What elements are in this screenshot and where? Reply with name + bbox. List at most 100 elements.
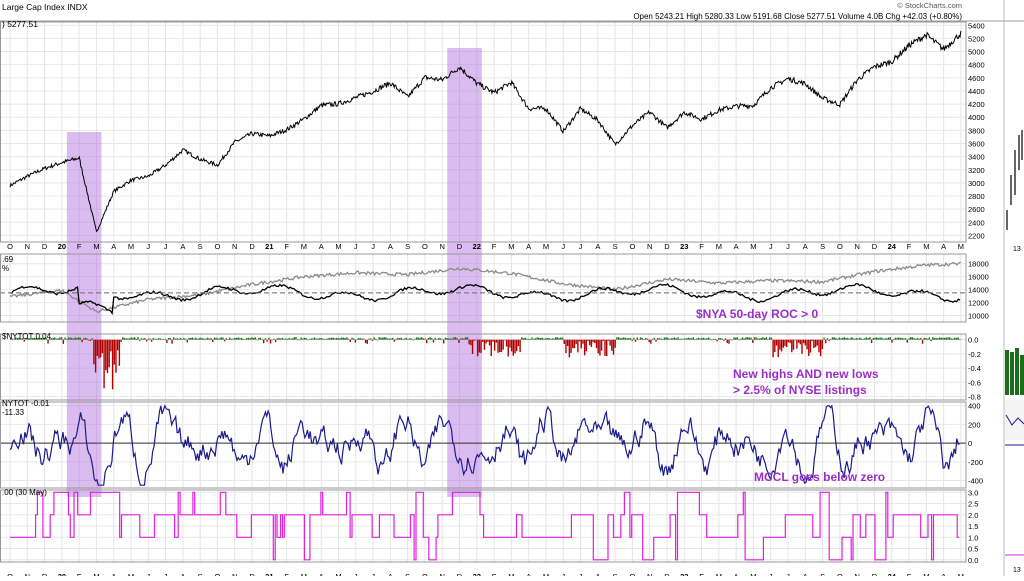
hilo-bar [410, 338, 413, 340]
hilo-bar [315, 338, 318, 340]
x-axis-top-label: J [786, 242, 790, 251]
x-axis-top-label: 23 [680, 242, 688, 251]
x-axis-bottom-label: 24 [888, 572, 897, 576]
hilo-bar [123, 337, 126, 340]
hilo-bar [259, 337, 262, 340]
hilo-bar [400, 337, 402, 340]
hilo-bar [957, 337, 959, 340]
x-axis-bottom-label: D [42, 572, 48, 576]
hilo-bar [493, 339, 496, 351]
hilo-bar [685, 338, 688, 340]
hilo-bar [746, 337, 749, 340]
hilo-bar [103, 339, 105, 389]
hilo-bar [261, 338, 263, 340]
highlight-region [66, 132, 102, 497]
hilo-bar [488, 339, 491, 346]
hilo-bar [470, 339, 472, 346]
hilo-bar [639, 337, 642, 340]
hilo-bar [765, 337, 768, 340]
price-tick: 3200 [968, 166, 985, 175]
hilo-bar [322, 338, 324, 340]
hilo-bar [724, 338, 727, 340]
hilo-bar [629, 338, 632, 340]
hilo-bar [83, 338, 85, 340]
hilo-bar [88, 339, 90, 341]
hilo-bar [376, 339, 379, 341]
hilo-bar [689, 338, 691, 340]
x-axis-top-label: S [198, 242, 203, 251]
hilo-bar [612, 339, 615, 355]
hilo-bar [196, 338, 199, 340]
hilo-bar [499, 339, 501, 352]
x-axis-bottom-label: J [354, 572, 358, 576]
x-axis-top-label: M [508, 242, 514, 251]
x-axis-bottom-label: S [613, 572, 618, 576]
hilo-bar [864, 338, 866, 340]
hilo-bar [454, 337, 457, 340]
breadth-tick: 10000 [968, 312, 989, 321]
hilo-bar [668, 338, 671, 340]
hilo-bar [295, 337, 297, 340]
x-axis-top-label: D [249, 242, 255, 251]
hilo-bar [381, 337, 384, 340]
hilo-tick: -0.4 [968, 364, 981, 373]
hilo-bar [451, 338, 453, 340]
hilo-bar [881, 337, 883, 340]
hilo-bar [908, 338, 910, 340]
hilo-bar [954, 337, 956, 340]
hilo-bar [921, 339, 924, 344]
x-axis-top-label: F [77, 242, 82, 251]
mccl-tick: 200 [968, 420, 981, 429]
hilo-bar [913, 338, 915, 340]
watermark: © StockCharts.com [897, 1, 962, 10]
hilo-bar [510, 339, 513, 352]
hilo-bar [210, 338, 212, 340]
x-axis-bottom-label: N [854, 572, 859, 576]
hilo-bar [380, 337, 382, 340]
hilo-bar [147, 338, 149, 340]
hilo-bar [611, 339, 613, 351]
hilo-bar [174, 338, 177, 340]
hilo-bar [444, 337, 447, 340]
breadth-label-top: .69 [2, 255, 14, 264]
hilo-bar [417, 337, 419, 340]
hilo-bar [247, 337, 250, 340]
hilo-bar [402, 338, 404, 340]
x-axis-bottom-label: A [111, 572, 116, 576]
hilo-bar [836, 338, 839, 340]
x-axis-top-label: J [371, 242, 375, 251]
hilo-bar [424, 338, 426, 340]
hilo-bar [889, 337, 891, 340]
breadth-frame [0, 253, 967, 323]
hilo-bar [195, 337, 197, 340]
hilo-bar [911, 337, 914, 340]
hilo-bar [617, 337, 620, 340]
hilo-bar [466, 337, 469, 340]
x-axis-top-label: F [907, 242, 912, 251]
right-panel-volume-bar [1020, 355, 1024, 395]
hilo-bar [797, 339, 800, 343]
hilo-bar [833, 337, 835, 340]
hilo-bar [409, 338, 411, 340]
hilo-bar [110, 339, 112, 352]
hilo-bar [580, 339, 582, 349]
hilo-bar [823, 337, 825, 340]
hilo-bar [604, 339, 606, 356]
hilo-bar [597, 339, 599, 354]
x-axis-top-label: A [803, 242, 808, 251]
hilo-bar [356, 338, 358, 340]
hilo-bar [633, 337, 635, 340]
hilo-bar [779, 339, 781, 350]
hilo-bar [50, 338, 53, 340]
hilo-bar [577, 339, 579, 353]
count-tick: 1.5 [968, 522, 978, 531]
hilo-bar [60, 337, 63, 340]
hilo-bar [551, 338, 554, 340]
hilo-bar [702, 337, 705, 340]
hilo-bar [448, 338, 450, 340]
hilo-bar [943, 337, 946, 340]
hilo-bar [667, 337, 669, 340]
x-axis-bottom-label: A [526, 572, 531, 576]
x-axis-top-label: 22 [473, 242, 481, 251]
hilo-bar [55, 338, 58, 340]
